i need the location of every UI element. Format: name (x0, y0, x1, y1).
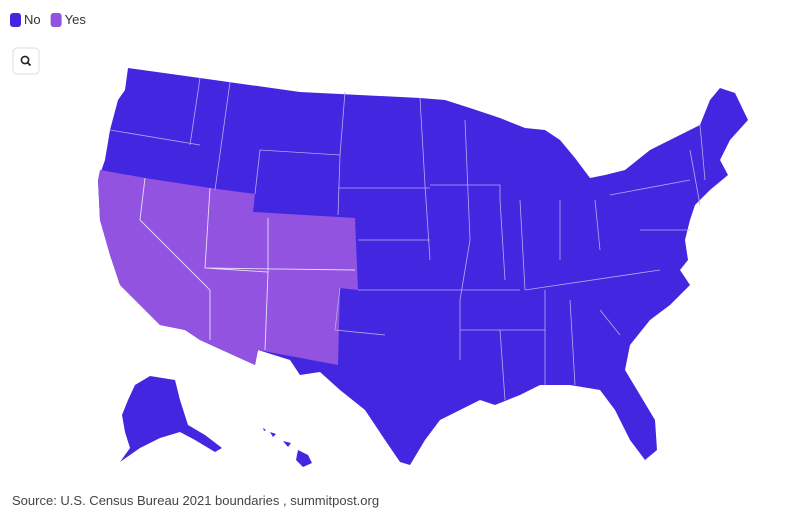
search-icon-handle (26, 61, 32, 67)
map (98, 68, 748, 467)
legend-label: Yes (65, 12, 87, 27)
footer: Source: U.S. Census Bureau 2021 boundari… (12, 493, 379, 508)
region-yes[interactable] (98, 170, 358, 365)
search-button-box[interactable] (12, 47, 40, 75)
region-no[interactable] (120, 376, 222, 462)
legend-swatch (50, 13, 62, 27)
search-button[interactable] (12, 47, 40, 75)
state-borders (109, 77, 706, 401)
region-no[interactable] (263, 428, 312, 467)
source-note: Source: U.S. Census Bureau 2021 boundari… (12, 493, 379, 508)
legend-label: No (24, 12, 41, 27)
search-icon (20, 55, 30, 65)
legend-swatch (10, 13, 21, 27)
region-no[interactable] (98, 68, 748, 465)
legend: No Yes (10, 12, 86, 27)
